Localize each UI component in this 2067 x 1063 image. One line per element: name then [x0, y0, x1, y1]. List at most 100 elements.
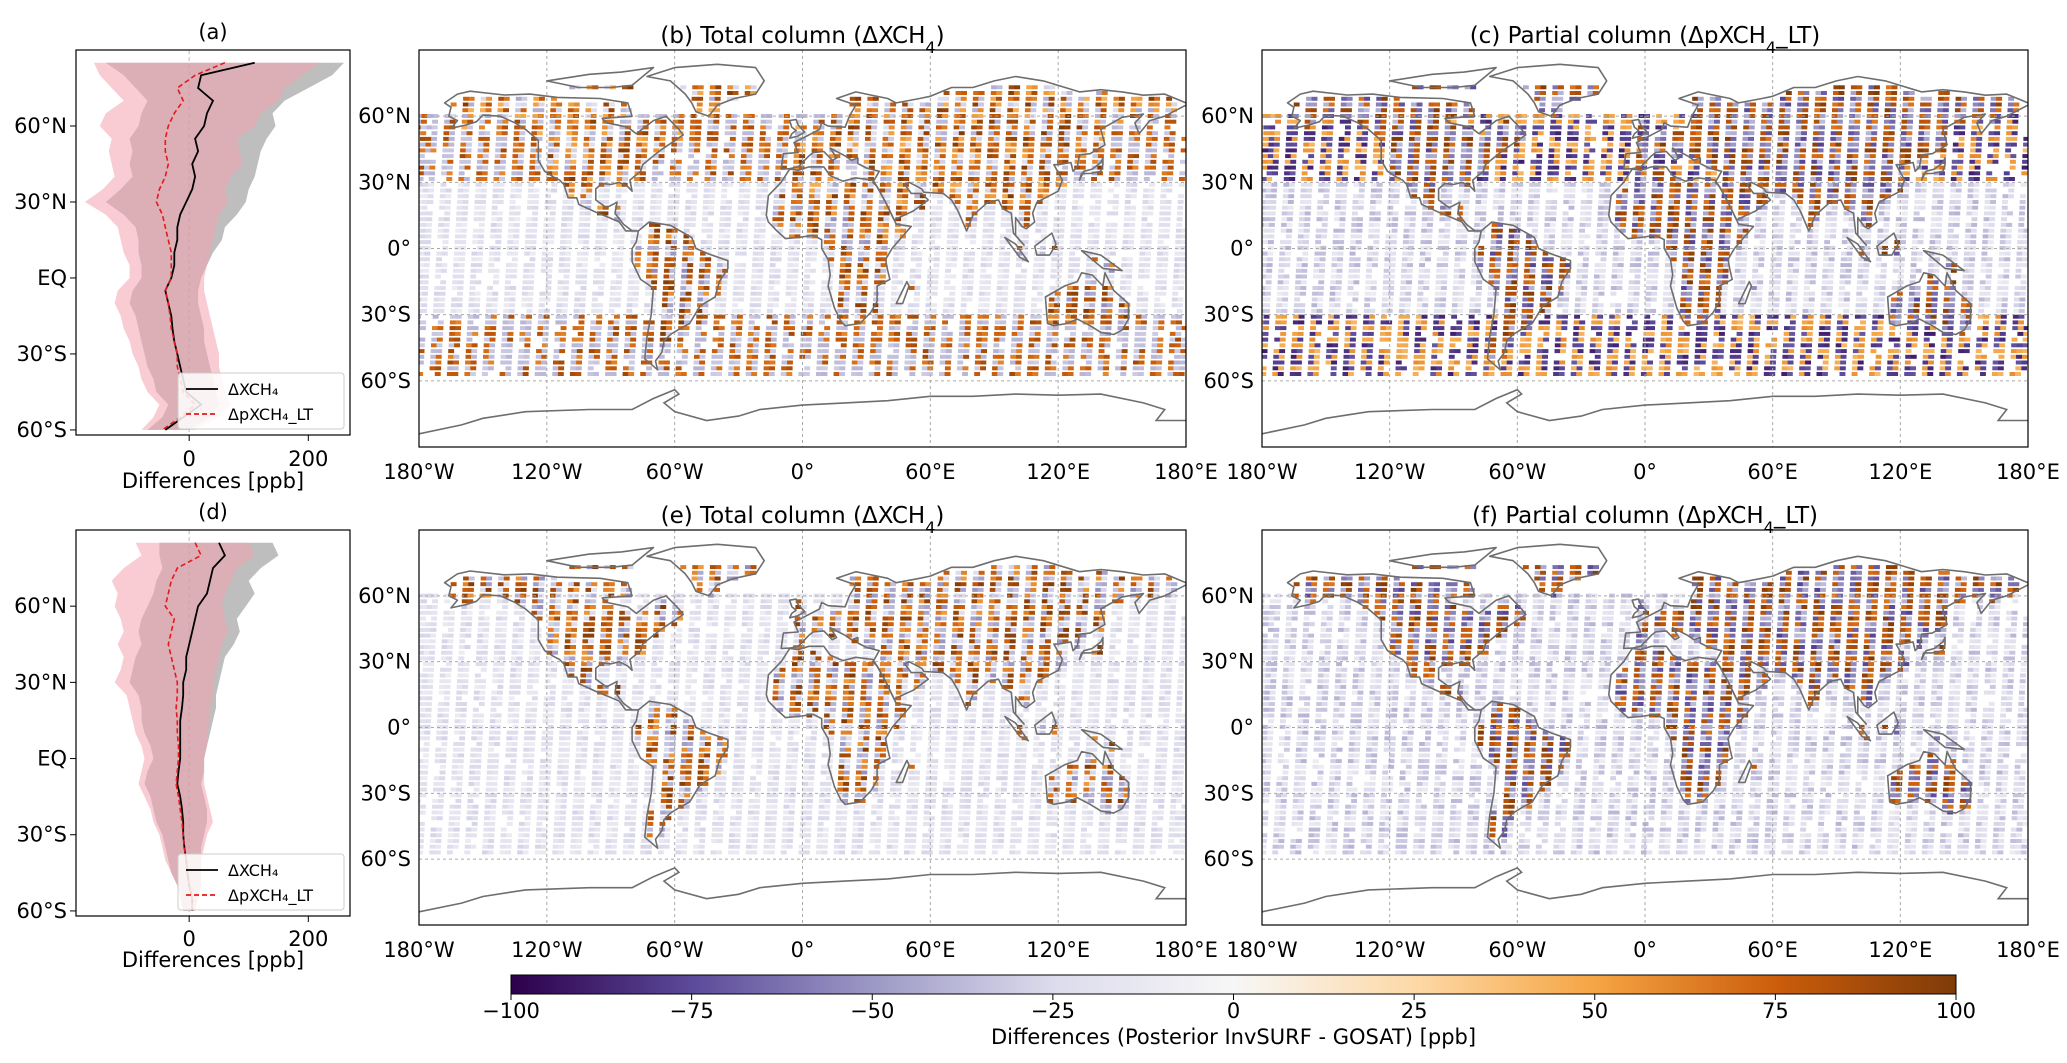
difference-cell	[951, 154, 958, 159]
difference-cell	[901, 108, 908, 113]
difference-cell	[811, 240, 818, 245]
difference-cell	[1011, 125, 1018, 130]
difference-cell	[804, 366, 811, 371]
difference-cell	[524, 245, 531, 250]
difference-cell	[1537, 131, 1544, 136]
difference-cell	[869, 159, 876, 164]
difference-cell	[2008, 96, 2015, 101]
difference-cell	[420, 228, 427, 233]
difference-cell	[664, 251, 671, 256]
difference-cell	[763, 165, 770, 170]
difference-cell	[828, 251, 835, 256]
difference-cell	[1136, 297, 1143, 302]
difference-cell	[754, 222, 761, 227]
difference-cell	[1973, 96, 1979, 101]
difference-cell	[1832, 108, 1838, 113]
difference-cell	[1783, 136, 1790, 141]
difference-cell	[789, 222, 796, 227]
difference-cell	[421, 297, 428, 302]
difference-cell	[548, 136, 555, 141]
coastline	[895, 280, 910, 305]
difference-cell	[791, 194, 798, 199]
difference-cell	[1164, 131, 1171, 136]
difference-cell	[759, 234, 766, 239]
difference-cell	[492, 297, 498, 302]
difference-cell	[1121, 263, 1128, 268]
difference-cell	[764, 142, 771, 147]
difference-cell	[528, 280, 534, 285]
difference-cell	[504, 286, 511, 290]
difference-cell	[975, 343, 982, 348]
difference-cell	[1534, 91, 1541, 95]
difference-cell	[1048, 102, 1055, 107]
difference-cell	[828, 165, 835, 170]
difference-cell	[1040, 234, 1047, 239]
difference-cell	[856, 280, 863, 285]
difference-cell	[991, 372, 998, 376]
difference-cell	[994, 125, 1001, 130]
difference-cell	[1121, 354, 1128, 359]
difference-cell	[1549, 136, 1556, 141]
coastline	[788, 118, 806, 139]
difference-cell	[1038, 182, 1044, 187]
difference-cell	[1432, 125, 1439, 130]
difference-cell	[1132, 372, 1139, 376]
difference-cell	[648, 320, 655, 325]
difference-cell	[1005, 234, 1012, 239]
difference-cell	[447, 154, 454, 159]
difference-cell	[1034, 343, 1040, 348]
difference-cell	[1058, 234, 1064, 239]
difference-cell	[920, 177, 927, 181]
difference-cell	[1813, 131, 1819, 136]
difference-cell	[820, 291, 827, 296]
difference-cell	[469, 280, 476, 285]
difference-cell	[905, 343, 912, 348]
difference-cell	[1497, 119, 1504, 124]
difference-cell	[1018, 211, 1025, 216]
difference-cell	[458, 268, 465, 273]
difference-cell	[1978, 96, 1985, 101]
difference-cell	[867, 188, 874, 193]
difference-cell	[898, 165, 905, 170]
difference-cell	[736, 228, 743, 233]
difference-cell	[698, 286, 704, 290]
difference-cell	[1531, 148, 1538, 153]
difference-cell	[857, 268, 864, 273]
difference-cell	[2007, 108, 2014, 113]
difference-cell	[958, 343, 965, 348]
difference-cell	[694, 142, 701, 147]
difference-cell	[665, 343, 671, 348]
difference-cell	[562, 291, 569, 296]
difference-cell	[1784, 108, 1791, 113]
difference-cell	[530, 245, 537, 250]
difference-cell	[725, 125, 731, 130]
difference-cell	[1046, 331, 1053, 336]
difference-cell	[633, 286, 640, 290]
difference-cell	[604, 171, 611, 176]
difference-cell	[442, 240, 449, 245]
difference-cell	[606, 136, 613, 141]
difference-cell	[685, 205, 692, 210]
difference-cell	[1105, 240, 1111, 245]
difference-cell	[424, 257, 430, 262]
difference-cell	[1502, 136, 1509, 141]
difference-cell	[826, 194, 833, 199]
difference-cell	[933, 171, 940, 176]
difference-cell	[463, 188, 470, 193]
difference-cell	[548, 234, 555, 239]
difference-cell	[882, 228, 889, 233]
difference-cell	[1030, 320, 1036, 325]
difference-cell	[1555, 131, 1562, 136]
difference-cell	[431, 331, 438, 336]
difference-cell	[878, 200, 885, 204]
difference-cell	[495, 142, 502, 147]
difference-cell	[888, 343, 894, 348]
difference-cell	[1007, 205, 1013, 210]
difference-cell	[422, 291, 428, 296]
difference-cell	[1638, 119, 1645, 124]
difference-cell	[728, 159, 735, 164]
lat-tick-label: 60°N	[358, 104, 411, 128]
difference-cell	[1263, 131, 1270, 136]
difference-cell	[834, 148, 841, 153]
difference-cell	[1037, 280, 1044, 285]
